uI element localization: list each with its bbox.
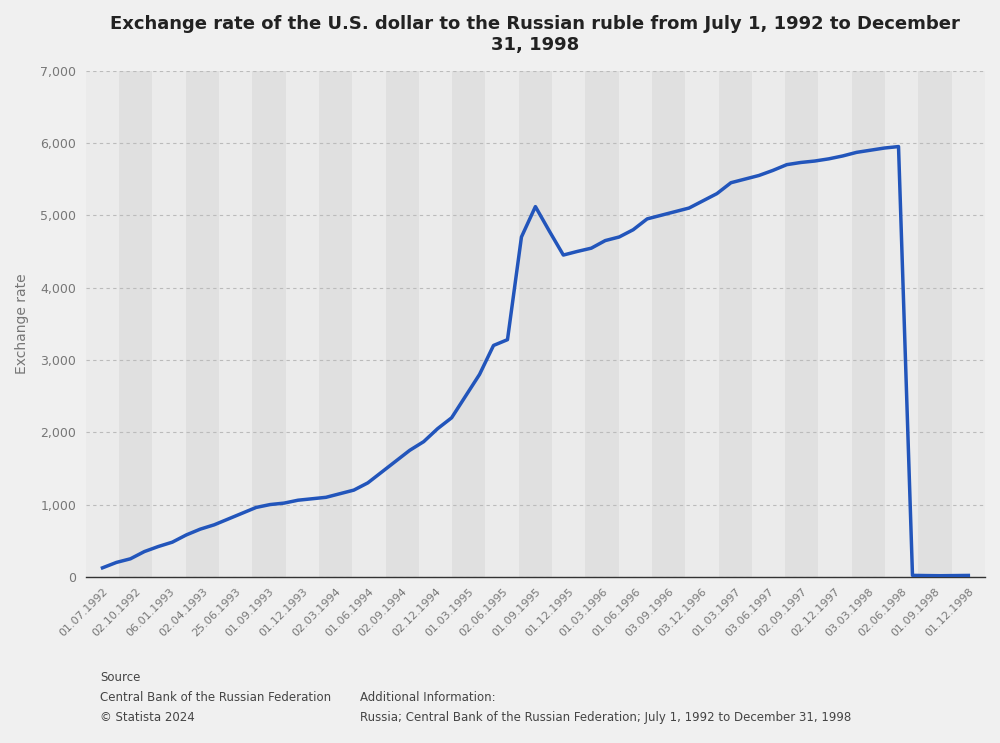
Bar xyxy=(485,71,519,577)
Bar xyxy=(685,71,719,577)
Bar xyxy=(252,71,286,577)
Bar xyxy=(119,71,152,577)
Bar xyxy=(452,71,485,577)
Bar xyxy=(219,71,252,577)
Bar xyxy=(619,71,652,577)
Bar xyxy=(386,71,419,577)
Bar xyxy=(552,71,585,577)
Bar xyxy=(186,71,219,577)
Title: Exchange rate of the U.S. dollar to the Russian ruble from July 1, 1992 to Decem: Exchange rate of the U.S. dollar to the … xyxy=(110,15,960,53)
Bar xyxy=(652,71,685,577)
Bar xyxy=(419,71,452,577)
Bar xyxy=(785,71,818,577)
Bar xyxy=(86,71,119,577)
Bar xyxy=(752,71,785,577)
Bar xyxy=(719,71,752,577)
Bar xyxy=(585,71,619,577)
Bar xyxy=(952,71,985,577)
Bar xyxy=(152,71,186,577)
Y-axis label: Exchange rate: Exchange rate xyxy=(15,273,29,374)
Bar xyxy=(852,71,885,577)
Bar xyxy=(286,71,319,577)
Bar xyxy=(885,71,918,577)
Bar xyxy=(918,71,952,577)
Bar xyxy=(519,71,552,577)
Bar xyxy=(319,71,352,577)
Bar xyxy=(352,71,386,577)
Text: Additional Information:
Russia; Central Bank of the Russian Federation; July 1, : Additional Information: Russia; Central … xyxy=(360,692,851,724)
Bar xyxy=(818,71,852,577)
Text: Source
Central Bank of the Russian Federation
© Statista 2024: Source Central Bank of the Russian Feder… xyxy=(100,672,331,724)
